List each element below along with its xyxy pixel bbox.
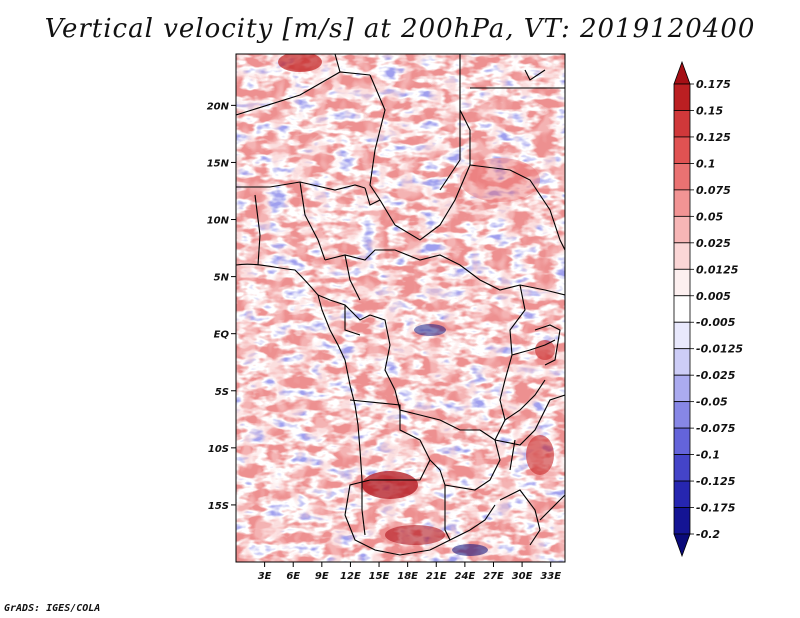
lon-tick-label: 30E (512, 571, 533, 582)
colorbar-box (673, 348, 691, 376)
colorbar-box (673, 507, 691, 535)
lon-tick-label: 33E (540, 571, 561, 582)
colorbar-box (673, 321, 691, 350)
colorbar-label: 0.05 (696, 210, 723, 223)
lon-tick-label: 27E (483, 571, 504, 582)
colorbar-label: -0.075 (696, 422, 736, 435)
colorbar-label: -0.125 (696, 475, 736, 488)
longitude-axis: 3E 6E 9E 12E 15E 18E 21E 24E 27E 30E 33E (258, 562, 561, 582)
colorbar-label: 0.15 (696, 104, 723, 117)
colorbar-label: -0.1 (696, 449, 720, 462)
colorbar-label: 0.075 (696, 184, 731, 197)
lat-tick-label: 20N (207, 101, 230, 112)
colorbar-box (673, 163, 691, 191)
country-borders (236, 54, 565, 556)
latitude-axis: 20N 15N 10N 5N EQ 5S 10S 15S (207, 101, 236, 512)
lon-tick-label: 21E (426, 571, 447, 582)
lat-tick-label: 15N (207, 158, 230, 169)
colorbar-box (673, 136, 691, 164)
colorbar-label: 0.0125 (696, 263, 739, 276)
grads-credit: GrADS: IGES/COLA (4, 603, 101, 614)
lat-tick-label: EQ (214, 330, 230, 341)
lon-tick-label: 6E (286, 571, 300, 582)
colorbar: 0.175 0.15 0.125 0.1 0.075 0.05 0.025 0.0125 0.0… (673, 60, 743, 558)
velocity-field (236, 54, 565, 562)
colorbar-label: 0.025 (696, 237, 731, 250)
colorbar-box (673, 268, 691, 297)
lat-tick-label: 15S (208, 501, 229, 512)
lon-tick-label: 15E (369, 571, 390, 582)
map-title: Vertical velocity [m/s] at 200hPa, VT: 2… (44, 14, 756, 44)
lat-tick-label: 5S (215, 387, 229, 398)
colorbar-label: 0.005 (696, 290, 731, 303)
colorbar-box (673, 110, 691, 138)
colorbar-box (673, 215, 691, 244)
colorbar-label: -0.005 (696, 316, 736, 329)
colorbar-box (673, 401, 691, 429)
colorbar-label: 0.125 (696, 131, 731, 144)
colorbar-label: -0.175 (696, 502, 736, 515)
lon-tick-label: 3E (258, 571, 272, 582)
colorbar-box (673, 83, 691, 111)
lat-tick-label: 10N (207, 216, 230, 227)
colorbar-top-triangle (673, 60, 691, 85)
colorbar-label: -0.025 (696, 369, 736, 382)
colorbar-box (673, 189, 691, 217)
colorbar-label: -0.05 (696, 396, 728, 409)
colorbar-label: -0.0125 (696, 343, 743, 356)
colorbar-box (673, 427, 691, 455)
colorbar-label: 0.175 (696, 78, 731, 91)
map-frame (235, 53, 566, 563)
lat-tick-label: 5N (214, 273, 230, 284)
lon-tick-label: 12E (340, 571, 361, 582)
colorbar-bottom-triangle (673, 533, 691, 558)
colorbar-box (673, 374, 691, 403)
colorbar-label: -0.2 (696, 528, 720, 541)
colorbar-box (673, 242, 691, 270)
colorbar-box (673, 454, 691, 482)
colorbar-box (673, 480, 691, 508)
colorbar-box (673, 295, 691, 323)
lon-tick-label: 24E (454, 571, 475, 582)
lon-tick-label: 9E (315, 571, 329, 582)
colorbar-label: 0.1 (696, 157, 716, 170)
lon-tick-label: 18E (397, 571, 418, 582)
lat-tick-label: 10S (208, 444, 229, 455)
